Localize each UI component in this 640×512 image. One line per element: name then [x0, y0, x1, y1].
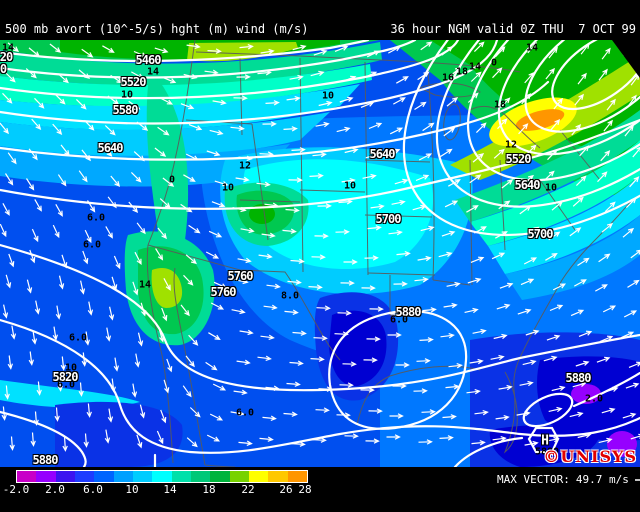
vorticity-label: 2.0 — [584, 393, 604, 405]
colorbar-tick-label: -2.0 — [2, 483, 30, 496]
colorbar-segment — [268, 471, 288, 482]
vorticity-label: 16 — [441, 72, 455, 84]
vorticity-label: 18 — [493, 99, 507, 111]
contour-label: 5520 — [505, 152, 532, 166]
vorticity-colorbar — [16, 470, 308, 483]
vorticity-label: 6.0 — [56, 379, 76, 391]
colorbar-segment — [113, 471, 133, 482]
colorbar-tick-label: 2.0 — [45, 483, 65, 496]
high-pressure-value: 5880 — [534, 446, 560, 458]
vorticity-label: 14 — [146, 66, 160, 78]
copyright-icon: © — [543, 447, 561, 466]
vorticity-label: 6.0 — [86, 212, 106, 224]
contour-label: 5700 — [527, 227, 554, 241]
contour-label: 5700 — [375, 212, 402, 226]
vorticity-label: 6.0 — [82, 239, 102, 251]
colorbar-tick-label: 22 — [241, 483, 255, 496]
vorticity-label: 6.0 — [389, 314, 409, 326]
vorticity-label: 10 — [321, 90, 335, 102]
colorbar-tick-label: 10 — [125, 483, 139, 496]
colorbar-tick-label: 26 — [279, 483, 293, 496]
legend-footer: -2.0 2.0 6.0 10 14 18 22 26 28 MAX VECTOR: 49.7 … — [0, 467, 640, 512]
contour-label: 5580 — [112, 103, 139, 117]
colorbar-segment — [94, 471, 114, 482]
colorbar-segment — [36, 471, 56, 482]
vorticity-label: 12 — [504, 139, 518, 151]
colorbar-segment — [248, 471, 269, 482]
contour-label: 20 — [0, 50, 13, 64]
contour-label: 0 — [0, 62, 7, 76]
map-graphic — [0, 40, 640, 467]
colorbar-segment — [229, 471, 249, 482]
contour-label: 5820 — [52, 370, 79, 384]
vorticity-label: 6.0 — [68, 332, 88, 344]
vorticity-label: 10 — [544, 182, 558, 194]
max-vector-value: 49.7 m/s — [575, 473, 629, 486]
contour-label: 5640 — [514, 178, 541, 192]
contour-label: 5880 — [32, 453, 59, 467]
contour-label: 5760 — [210, 285, 237, 299]
max-vector-label: MAX VECTOR: — [497, 473, 570, 486]
colorbar-tick-label: 28 — [298, 483, 312, 496]
max-vector-arrow-icon — [634, 478, 640, 481]
chart-title: 500 mb avort (10^-5/s) hght (m) wind (m/… — [5, 22, 309, 36]
colorbar-segment — [171, 471, 191, 482]
max-vector-readout: MAX VECTOR: 49.7 m/s — [497, 473, 640, 486]
colorbar-tick-label: 6.0 — [83, 483, 103, 496]
vorticity-label: 10 — [343, 180, 357, 192]
colorbar-segment — [210, 471, 230, 482]
vorticity-label: 10 — [221, 182, 235, 194]
contour-label: 5520 — [120, 75, 147, 89]
vorticity-label: 10 — [64, 362, 78, 374]
vorticity-label: 14 — [1, 42, 15, 54]
contour-label: 5880 — [565, 371, 592, 385]
high-pressure-marker: H — [541, 433, 549, 449]
vorticity-label: 0 — [168, 174, 176, 186]
chart-valid-time: 36 hour NGM valid 0Z THU 7 OCT 99 — [390, 22, 636, 36]
colorbar-segment — [55, 471, 75, 482]
wind-vectors — [0, 41, 640, 452]
vorticity-label: 0 — [490, 57, 498, 69]
vorticity-label: 8.0 — [280, 290, 300, 302]
contour-label: 5460 — [135, 53, 162, 67]
colorbar-tick-label: 14 — [163, 483, 177, 496]
unisys-logo: ©UNISYS — [543, 447, 637, 466]
colorbar-segment — [74, 471, 95, 482]
vorticity-label: 18 — [455, 66, 469, 78]
contour-label: 5880 — [395, 305, 422, 319]
contour-label: 5640 — [97, 141, 124, 155]
vorticity-label: 10 — [120, 89, 134, 101]
colorbar-segment — [17, 471, 37, 482]
vorticity-label: 14 — [138, 279, 152, 291]
contour-label: 5760 — [227, 269, 254, 283]
vorticity-label: 14 — [525, 42, 539, 54]
colorbar-segment — [132, 471, 153, 482]
map-canvas: 20 0 5460 5520 5580 5640 5640 5520 5640 5700 5700 5… — [0, 40, 640, 467]
colorbar-segment — [287, 471, 307, 482]
colorbar-segment — [152, 471, 172, 482]
vorticity-label: 6.0 — [235, 407, 255, 419]
vorticity-label: 12 — [238, 160, 252, 172]
colorbar-segment — [190, 471, 211, 482]
vorticity-label: 14 — [468, 61, 482, 73]
contour-label: 5640 — [369, 147, 396, 161]
colorbar-tick-label: 18 — [202, 483, 216, 496]
